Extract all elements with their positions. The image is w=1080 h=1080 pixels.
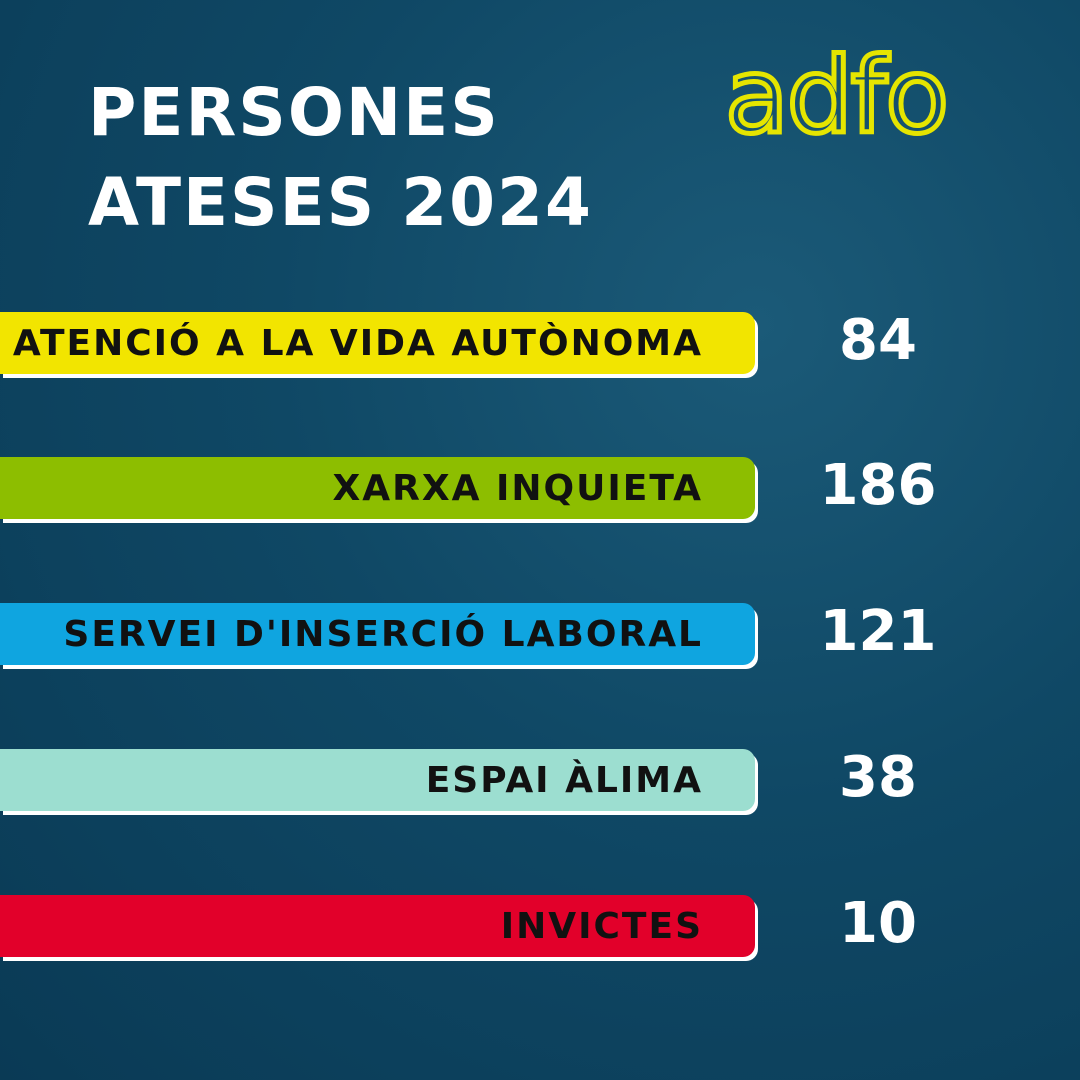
count: 186 <box>819 453 937 518</box>
count: 84 <box>839 308 917 373</box>
logo-text: adfo <box>725 40 947 157</box>
title-line: ATESES 2024 <box>88 164 593 241</box>
category-bar: XARXA INQUIETA <box>0 457 755 519</box>
title-line: PERSONES <box>88 74 500 151</box>
logo: adfo <box>723 40 952 160</box>
category-bar: ESPAI ÀLIMA <box>0 749 755 811</box>
count: 38 <box>839 745 917 810</box>
category-bar: ATENCIÓ A LA VIDA AUTÒNOMA <box>0 312 755 374</box>
category-bar: SERVEI D'INSERCIÓ LABORAL <box>0 603 755 665</box>
count: 121 <box>819 599 937 664</box>
count: 10 <box>839 891 917 956</box>
category-bar: INVICTES <box>0 895 755 957</box>
